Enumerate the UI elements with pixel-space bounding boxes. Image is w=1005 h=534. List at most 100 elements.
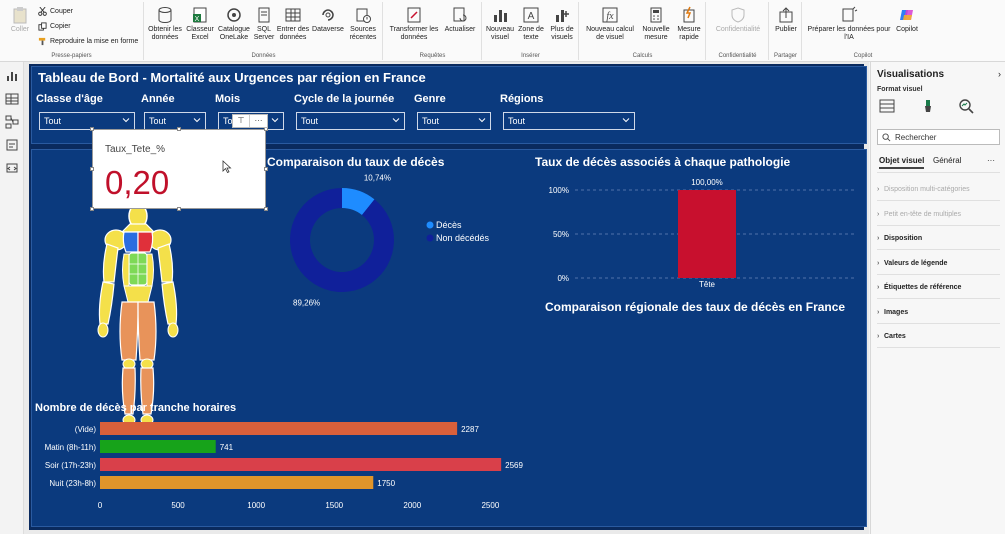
new-measure-button[interactable]: Nouvelle mesure [640,6,672,42]
refresh-button[interactable]: Actualiser [442,6,478,34]
resize-handle[interactable] [90,207,94,211]
transform-data-button[interactable]: Transformer les données [388,6,440,42]
slicer-label-gender: Genre [414,93,446,105]
view-switcher-rail [0,62,24,534]
y-category-label: Soir (17h-23h) [45,461,96,470]
copilot-icon [900,10,913,20]
calculations-group: fx Nouveau calcul de visuel Nouvelle mes… [580,2,706,60]
publish-button[interactable]: Publier [771,6,801,34]
section-reference-labels[interactable]: › Étiquettes de référence [877,284,962,291]
bar-data-label: 1750 [377,479,395,488]
y-tick-label: 50% [553,230,569,239]
report-view-icon[interactable] [5,69,19,83]
ribbon: Coller Couper Copier Reproduire la mise … [0,0,1005,62]
resize-handle[interactable] [177,207,181,211]
slicer-year-dropdown[interactable]: Tout [144,112,206,130]
insert-group: Nouveau visuel A Zone de texte Plus de v… [483,2,579,60]
copy-button[interactable]: Copier [38,22,71,31]
sensitivity-button[interactable]: Confidentialité [709,6,767,34]
body-figure-image[interactable] [94,202,182,438]
dax-query-view-icon[interactable] [5,138,19,152]
chevron-down-icon [622,118,630,123]
analytics-magnifier-icon[interactable] [958,98,974,114]
x-tick-label: 1500 [325,501,343,510]
hourly-bar-chart[interactable]: (Vide) 2287 Matin (8h-11h) 741 Soir (17h-23h… [32,418,552,524]
slicer-gender-dropdown[interactable]: Tout [417,112,491,130]
kpi-card[interactable]: Taux_Tete_% 0,20 [92,129,266,209]
table-view-icon[interactable] [5,92,19,106]
sensitivity-group-label: Confidentialité [718,53,757,59]
tab-general[interactable]: Général [933,156,962,165]
x-tick-label: 500 [171,501,185,510]
slicer-gender-value: Tout [422,116,440,126]
sensitivity-group: Confidentialité Confidentialité [707,2,769,60]
paste-button[interactable]: Coller [6,6,34,34]
model-view-icon[interactable] [5,115,19,129]
build-visual-icon[interactable] [879,98,895,114]
onelake-catalog-button[interactable]: Catalogue OneLake [216,6,252,42]
y-tick-label: 100% [549,186,569,195]
donut-data-label: 89,26% [293,298,320,307]
section-small-multiples-header[interactable]: › Petit en-tête de multiples [877,211,962,218]
tab-visual[interactable]: Objet visuel [879,156,925,169]
kpi-value: 0,20 [105,164,170,201]
copilot-group-label: Copilot [853,53,873,59]
onelake-icon [227,8,241,22]
bar [100,440,216,453]
prepare-data-ai-button[interactable]: Préparer les données pour l'IA [805,6,893,42]
tmdl-view-icon[interactable] [5,161,19,175]
excel-workbook-button[interactable]: X Classeur Excel [185,6,215,42]
data-group: Obtenir les données X Classeur Excel Cat… [145,2,383,60]
pathology-bar-chart[interactable]: 0% 50% 100% 100,00% Tête [535,172,865,292]
slicer-daycycle-dropdown[interactable]: Tout [296,112,405,130]
y-tick-label: 0% [557,274,569,283]
enter-data-button[interactable]: Entrer des données [276,6,310,42]
chevron-down-icon [392,118,400,123]
section-multi-category-layout[interactable]: › Disposition multi-catégories [877,186,970,193]
divider [877,274,1000,275]
format-painter-button[interactable]: Reproduire la mise en forme [38,37,138,46]
resize-handle[interactable] [264,207,268,211]
resize-handle[interactable] [90,127,94,131]
divider [877,298,1000,299]
format-paintbrush-icon[interactable] [920,98,936,114]
divider [877,249,1000,250]
visualizations-pane: Visualisations › Format visuel Recherche… [870,62,1005,534]
get-data-button[interactable]: Obtenir les données [147,6,183,42]
section-cards[interactable]: › Cartes [877,333,906,340]
viz-search-input[interactable]: Rechercher [877,129,1000,145]
resize-handle[interactable] [90,167,94,171]
more-options-button[interactable]: ··· [254,116,263,125]
copilot-button[interactable]: Copilot [893,6,921,34]
recent-sources-button[interactable]: Sources récentes [346,6,380,42]
filter-button[interactable]: ⊤ [233,115,251,127]
cut-button[interactable]: Couper [38,7,73,16]
bar-data-label: 741 [220,443,234,452]
resize-handle[interactable] [264,167,268,171]
divider [877,172,1000,173]
sql-server-icon [258,7,270,23]
new-visual-calc-button[interactable]: fx Nouveau calcul de visuel [582,6,638,42]
excel-icon: X [193,7,207,23]
dataverse-button[interactable]: Dataverse [311,6,345,34]
resize-handle[interactable] [177,127,181,131]
viz-more-options-button[interactable]: ··· [987,156,995,165]
section-layout[interactable]: › Disposition [877,235,923,242]
data-group-label: Données [251,53,276,59]
bar-data-label: 2287 [461,425,479,434]
quick-measure-button[interactable]: Mesure rapide [674,6,704,42]
copilot-group: Préparer les données pour l'IA Copilot C… [803,2,923,60]
text-box-button[interactable]: A Zone de texte [516,6,546,42]
slicer-regions-dropdown[interactable]: Tout [503,112,635,130]
sql-server-button[interactable]: SQL Server [253,6,275,42]
donut-chart-title: Comparaison du taux de décès [267,155,445,169]
section-images[interactable]: › Images [877,309,909,316]
collapse-pane-button[interactable]: › [998,69,1001,79]
more-visuals-button[interactable]: Plus de visuels [547,6,577,42]
new-visual-button[interactable]: Nouveau visuel [485,6,515,42]
slicer-age-dropdown[interactable]: Tout [39,112,135,130]
section-legend-values[interactable]: › Valeurs de légende [877,260,948,267]
clipboard-group: Coller Couper Copier Reproduire la mise … [0,2,144,60]
legend-marker [426,221,434,229]
donut-chart[interactable]: 10,74% 89,26% Décès Non décédés [272,172,532,332]
